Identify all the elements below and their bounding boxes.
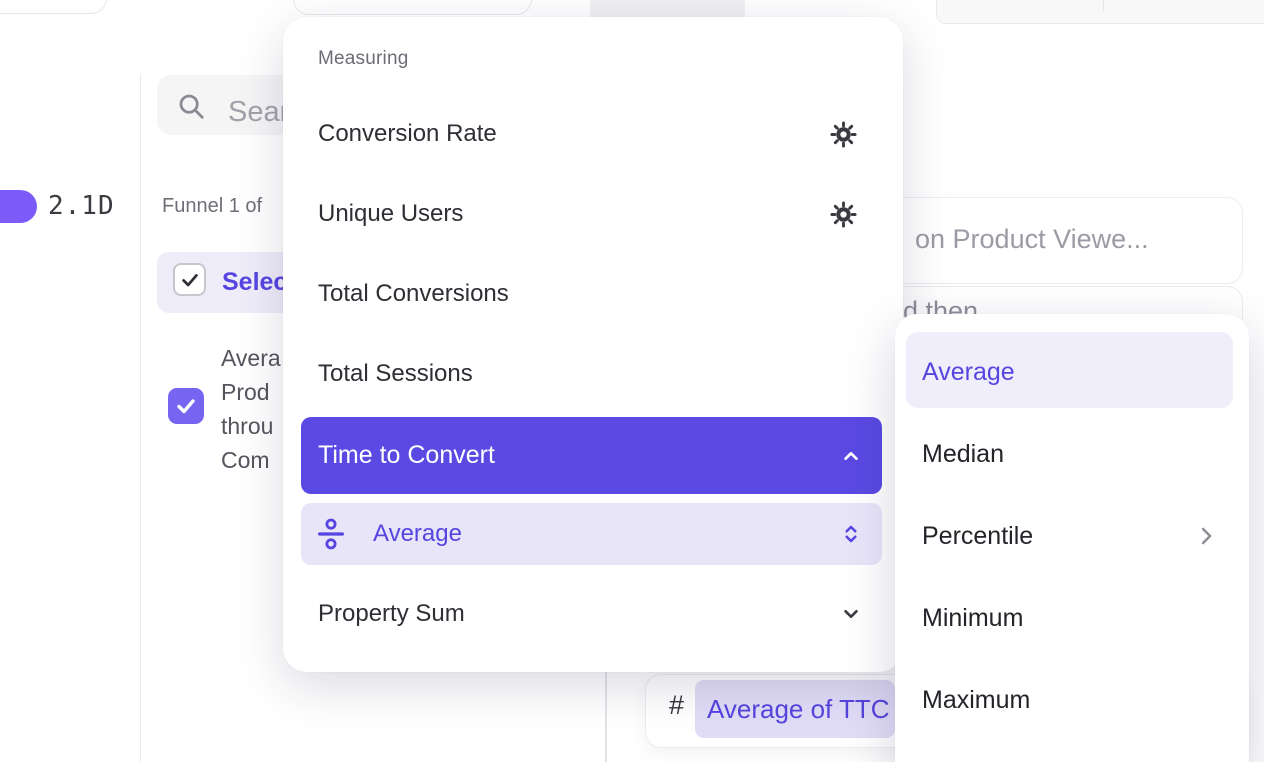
top-center-card-fragment: [293, 0, 532, 15]
menu-item-property-sum[interactable]: Property Sum: [301, 588, 882, 640]
top-right-segmented-control[interactable]: [936, 0, 1264, 24]
menu-item-label: Property Sum: [318, 600, 465, 627]
menu-item-label: Total Conversions: [318, 280, 509, 307]
panel-divider-line: [140, 74, 141, 762]
step-description-line: Avera: [221, 345, 281, 371]
settings-gear-icon[interactable]: [830, 201, 857, 228]
select-all-checkbox[interactable]: [173, 263, 206, 296]
metric-chip-label: Average of TTC: [707, 693, 890, 724]
aggregation-item-median[interactable]: Median: [922, 440, 1004, 468]
aggregation-selector-label: Average: [373, 520, 462, 547]
search-icon: [179, 94, 204, 119]
metric-chip[interactable]: Average of TTC: [695, 680, 895, 738]
check-icon: [177, 399, 195, 414]
menu-item-label: Total Sessions: [318, 360, 473, 387]
top-toolbar-fragment: [590, 0, 745, 18]
menu-item-label: Time to Convert: [318, 441, 495, 469]
measuring-menu-header: Measuring: [318, 48, 409, 69]
step-description: Avera Prod throu Com: [221, 341, 281, 477]
chevron-down-icon: [844, 609, 858, 619]
select-all-label: Selec: [222, 268, 288, 296]
menu-item-label: Unique Users: [318, 200, 464, 227]
search-placeholder: Sear: [228, 96, 290, 128]
step-description-line: Prod: [221, 379, 270, 405]
chevron-right-icon: [1201, 527, 1212, 545]
settings-gear-icon[interactable]: [830, 121, 857, 148]
aggregation-selector-average[interactable]: Average: [301, 503, 882, 565]
report-badge[interactable]: [0, 190, 37, 223]
step-checkbox[interactable]: [168, 388, 204, 424]
aggregation-item-minimum[interactable]: Minimum: [922, 604, 1024, 632]
chevron-up-icon: [844, 451, 858, 460]
aggregation-item-maximum[interactable]: Maximum: [922, 686, 1031, 714]
numeric-type-icon: #: [669, 690, 685, 720]
average-divide-icon: [314, 517, 348, 551]
aggregation-item-percentile[interactable]: Percentile: [922, 522, 1034, 550]
funnel-count-label: Funnel 1 of: [162, 195, 263, 217]
menu-item-label: Conversion Rate: [318, 120, 497, 147]
search-input[interactable]: [157, 75, 303, 135]
aggregation-item-label: Average: [922, 358, 1015, 386]
chevron-up-down-icon: [845, 525, 857, 543]
funnel-step-event-label: on Product Viewe...: [915, 224, 1149, 254]
step-description-line: Com: [221, 447, 270, 473]
top-left-card-fragment: [0, 0, 107, 14]
menu-item-time-to-convert[interactable]: Time to Convert: [301, 417, 882, 494]
step-description-line: throu: [221, 413, 274, 439]
check-icon: [181, 273, 198, 286]
report-badge-label: 2.1D: [48, 191, 115, 221]
segment-divider: [1103, 0, 1104, 11]
column-divider-line: [605, 672, 607, 762]
aggregation-item-average[interactable]: [906, 332, 1233, 408]
